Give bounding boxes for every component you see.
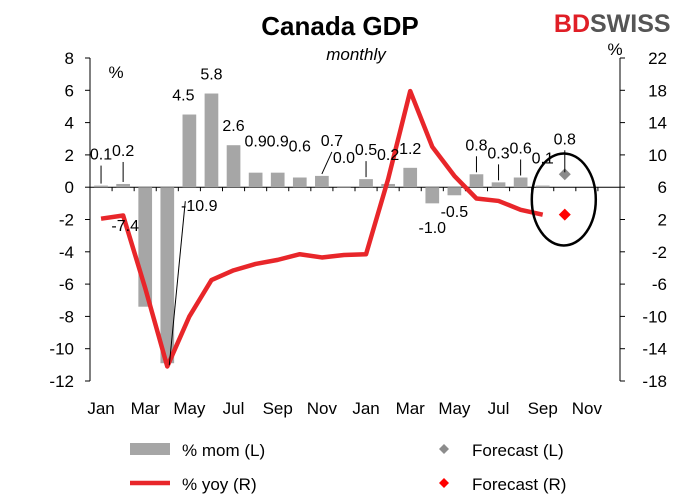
data-label: 0.9 bbox=[245, 134, 267, 151]
x-tick-label: Sep bbox=[263, 399, 293, 418]
bar-mom bbox=[403, 167, 418, 188]
legend-swatch-forecast bbox=[439, 444, 449, 454]
left-y-tick-label: -8 bbox=[59, 307, 74, 326]
data-label: 0.1 bbox=[532, 151, 554, 168]
left-y-tick-label: -4 bbox=[59, 243, 74, 262]
bar-mom bbox=[226, 145, 241, 188]
legend-swatch-mom bbox=[130, 443, 170, 455]
forecast-left-marker bbox=[558, 168, 571, 181]
bar-mom bbox=[425, 187, 440, 204]
right-y-tick-label: 10 bbox=[648, 146, 667, 165]
data-label: -7.4 bbox=[111, 218, 139, 235]
line-yoy bbox=[100, 88, 544, 369]
right-y-tick-label: -18 bbox=[642, 372, 667, 391]
data-label: 1.2 bbox=[399, 141, 421, 158]
right-axis-unit: % bbox=[607, 40, 622, 59]
data-label: 0.2 bbox=[377, 147, 399, 164]
left-y-tick-label: -6 bbox=[59, 275, 74, 294]
data-label: 0.8 bbox=[554, 131, 576, 148]
data-label: 0.9 bbox=[267, 134, 289, 151]
bar-mom bbox=[116, 183, 130, 188]
x-tick-label: Jan bbox=[352, 399, 379, 418]
legend-label: Forecast (R) bbox=[472, 475, 566, 494]
bar-mom bbox=[182, 114, 197, 188]
chart-subtitle: monthly bbox=[326, 45, 387, 64]
bar-mom bbox=[94, 185, 108, 188]
data-label: 5.8 bbox=[200, 67, 222, 84]
right-y-tick-label: 22 bbox=[648, 49, 667, 68]
x-tick-label: Mar bbox=[396, 399, 426, 418]
legend-label: Forecast (L) bbox=[472, 441, 564, 460]
bar-mom bbox=[491, 182, 506, 188]
data-label: 0.0 bbox=[333, 150, 355, 167]
right-y-tick-label: 14 bbox=[648, 114, 667, 133]
right-y-tick-label: 6 bbox=[658, 178, 667, 197]
right-y-tick-label: 18 bbox=[648, 81, 667, 100]
legend: % mom (L) Forecast (L) % yoy (R) Forecast (… bbox=[130, 441, 566, 494]
data-label: 4.5 bbox=[172, 88, 194, 105]
bar-mom bbox=[513, 177, 528, 188]
bar-mom bbox=[315, 175, 329, 188]
forecast-right-marker bbox=[558, 208, 571, 221]
plot-area: -12 -10 -8 -6 -4 -2 0 2 4 6 8 -18 -14 -10 -6 -2 2 6 10 14 18… bbox=[49, 49, 667, 418]
left-y-tick-label: -12 bbox=[49, 372, 74, 391]
data-label: 2.6 bbox=[222, 118, 244, 135]
data-label-leader bbox=[321, 151, 333, 175]
brand-logo-part1: BD bbox=[554, 10, 590, 38]
x-tick-label: Jan bbox=[87, 399, 114, 418]
left-y-tick-label: 0 bbox=[65, 178, 74, 197]
right-y-tick-label: -14 bbox=[642, 340, 667, 359]
right-y-tick-label: -6 bbox=[652, 275, 667, 294]
data-label: -0.5 bbox=[441, 204, 469, 221]
bar-mom bbox=[204, 93, 219, 188]
data-label: 0.2 bbox=[112, 143, 134, 160]
bar-mom bbox=[337, 187, 351, 188]
right-y-tick-label: -10 bbox=[642, 307, 667, 326]
left-y-tick-label: 4 bbox=[65, 114, 74, 133]
bar-mom bbox=[535, 185, 550, 188]
legend-swatch-forecast bbox=[439, 478, 449, 488]
forecast-highlight-circle bbox=[530, 152, 598, 247]
data-label: 0.5 bbox=[355, 142, 377, 159]
left-y-tick-label: 6 bbox=[65, 81, 74, 100]
brand-logo: BD SWISS bbox=[554, 10, 671, 38]
bar-mom bbox=[270, 172, 285, 188]
left-y-tick-label: 8 bbox=[65, 49, 74, 68]
left-y-tick-label: -2 bbox=[59, 211, 74, 230]
bar-mom bbox=[292, 177, 307, 188]
legend-label: % mom (L) bbox=[182, 441, 265, 460]
right-y-tick-label: -2 bbox=[652, 243, 667, 262]
x-tick-label: Mar bbox=[131, 399, 161, 418]
bar-mom bbox=[447, 187, 462, 196]
left-y-tick-label: 2 bbox=[65, 146, 74, 165]
bar-mom bbox=[160, 187, 175, 364]
bar-mom bbox=[248, 172, 263, 188]
x-tick-label: May bbox=[438, 399, 471, 418]
left-axis-unit: % bbox=[108, 63, 123, 82]
bar-mom bbox=[359, 179, 373, 188]
x-tick-label: Sep bbox=[528, 399, 558, 418]
data-label-leader bbox=[168, 201, 186, 366]
x-tick-label: Jul bbox=[488, 399, 510, 418]
x-tick-label: Nov bbox=[307, 399, 338, 418]
bar-mom bbox=[469, 174, 484, 188]
x-tick-label: May bbox=[173, 399, 206, 418]
chart-title: Canada GDP bbox=[261, 11, 419, 41]
x-tick-label: Nov bbox=[572, 399, 603, 418]
data-label: 0.1 bbox=[90, 147, 112, 164]
legend-label: % yoy (R) bbox=[182, 475, 257, 494]
data-label: 0.6 bbox=[289, 139, 311, 156]
data-label: 0.8 bbox=[465, 137, 487, 154]
data-label: 0.3 bbox=[487, 145, 509, 162]
left-y-tick-label: -10 bbox=[49, 340, 74, 359]
data-label: 0.6 bbox=[510, 141, 532, 158]
x-tick-label: Jul bbox=[223, 399, 245, 418]
brand-logo-part2: SWISS bbox=[590, 10, 671, 38]
right-y-tick-label: 2 bbox=[658, 211, 667, 230]
data-label: 0.7 bbox=[321, 133, 343, 150]
data-label: -1.0 bbox=[419, 220, 447, 237]
data-label: -10.9 bbox=[181, 198, 218, 215]
